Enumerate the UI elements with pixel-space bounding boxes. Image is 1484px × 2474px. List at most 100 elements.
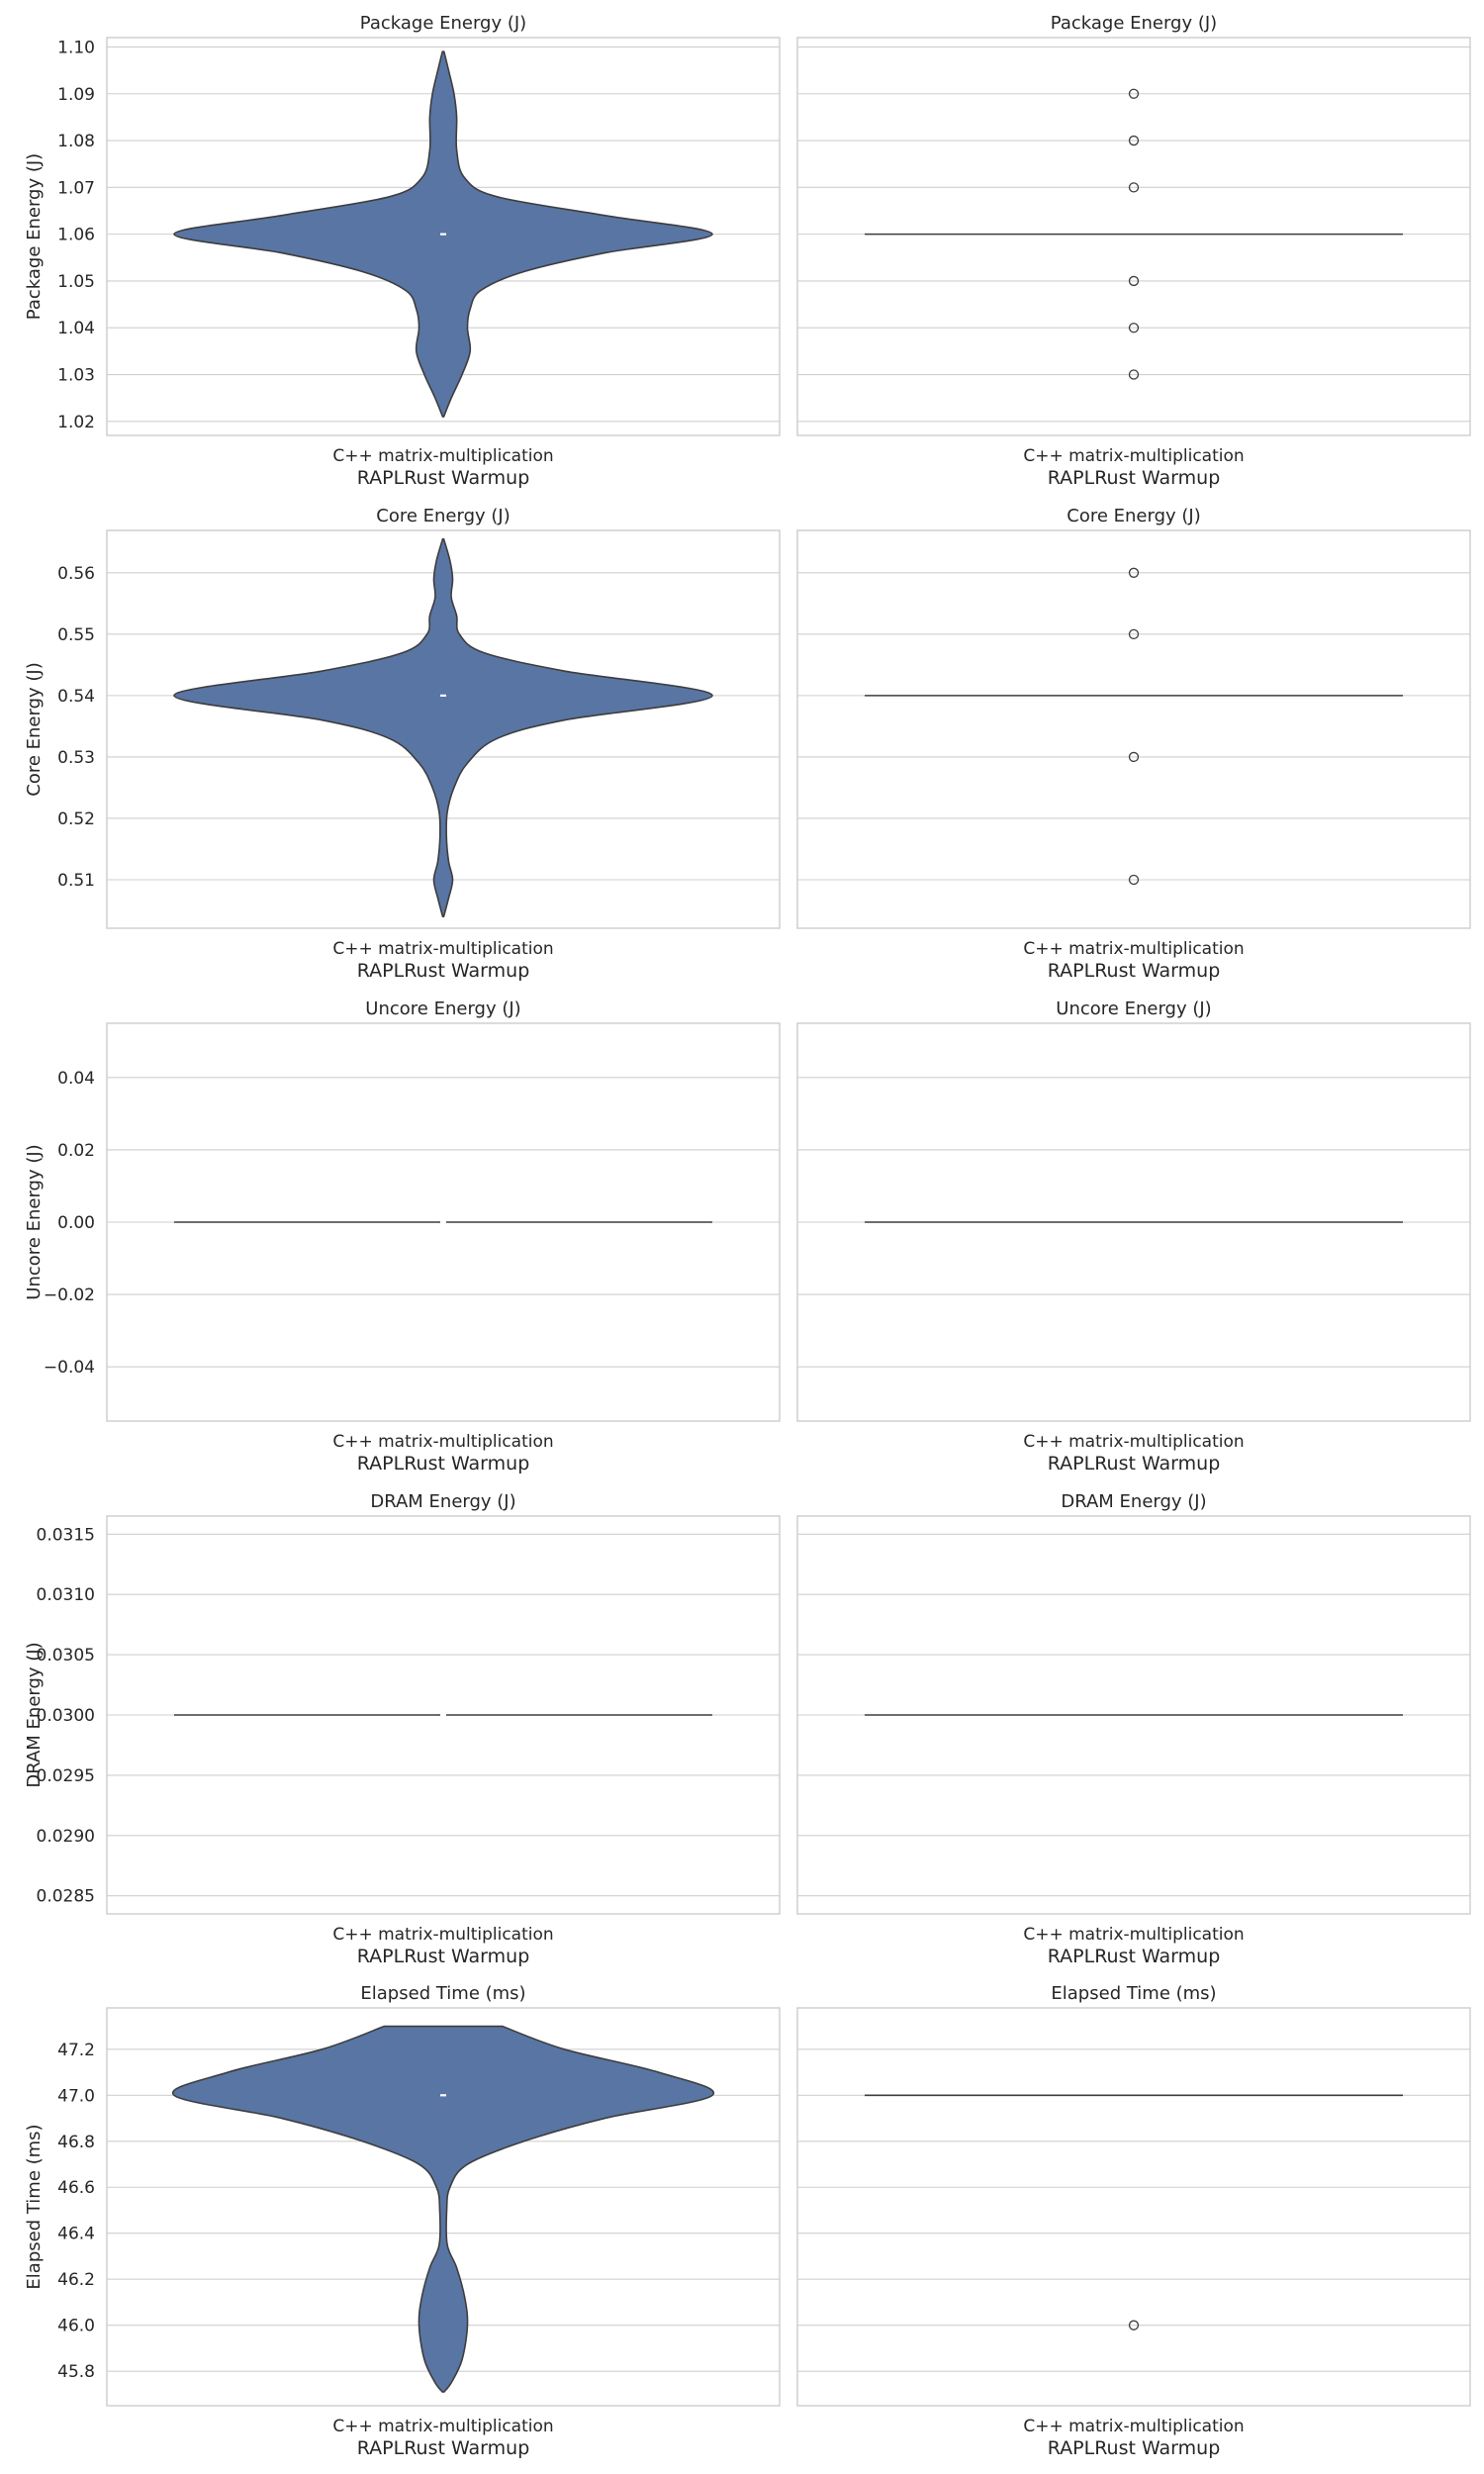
y-tick-label: 47.0 (57, 2086, 95, 2106)
outlier-point (1128, 628, 1140, 639)
y-tick-label: 0.53 (57, 748, 95, 768)
x-axis-label: RAPLRust Warmup (1048, 1946, 1221, 1967)
x-tick-label: C++ matrix-multiplication (1023, 939, 1244, 959)
x-tick-label: C++ matrix-multiplication (332, 939, 553, 959)
x-tick-label: C++ matrix-multiplication (332, 1432, 553, 1452)
y-tick-label: 1.03 (57, 366, 95, 386)
outlier-point (1128, 751, 1140, 763)
chart-panel-8: DRAM Energy (J) C++ matrix-multiplication… (796, 1491, 1471, 1967)
y-tick-label: 46.0 (57, 2317, 95, 2336)
chart-title: Core Energy (J) (376, 506, 510, 526)
chart-panel-10: Elapsed Time (ms) C++ matrix-multiplicati… (796, 1983, 1471, 2459)
y-tick-label: 1.06 (57, 226, 95, 245)
outlier-point (1128, 874, 1140, 886)
violin-body (173, 537, 713, 918)
y-tick-label: 0.00 (57, 1213, 95, 1233)
y-tick-label: 1.07 (57, 178, 95, 198)
y-tick-label: 0.0300 (37, 1706, 95, 1726)
chart-title: Package Energy (J) (1051, 13, 1217, 34)
y-tick-label: 46.4 (57, 2225, 95, 2244)
outlier-point (1128, 369, 1140, 380)
plot-frame (796, 2007, 1471, 2407)
chart-title: DRAM Energy (J) (370, 1491, 515, 1512)
y-tick-label: 1.09 (57, 85, 95, 105)
y-tick-label: −0.02 (44, 1285, 95, 1305)
x-axis-label: RAPLRust Warmup (357, 1453, 530, 1475)
outlier-point (1128, 88, 1140, 99)
chart-title: Uncore Energy (J) (365, 999, 520, 1019)
y-tick-label: −0.04 (44, 1358, 95, 1378)
x-axis-label: RAPLRust Warmup (357, 467, 530, 489)
x-tick-label: C++ matrix-multiplication (1023, 1925, 1244, 1945)
plot-frame (106, 2007, 781, 2407)
chart-panel-9: 45.8 46.0 46.2 46.4 46.6 46.8 47.0 47.2 Elapsed … (24, 1983, 781, 2459)
y-tick-label: 0.0285 (37, 1887, 95, 1907)
outlier-point (1128, 2320, 1140, 2331)
x-axis-label: RAPLRust Warmup (1048, 467, 1221, 489)
y-tick-label: 0.0295 (37, 1766, 95, 1786)
plot-frame (796, 1515, 1471, 1915)
chart-panel-1: 1.02 1.03 1.04 1.05 1.06 1.07 1.08 1.09 1.10 Pack… (24, 13, 781, 489)
chart-title: Uncore Energy (J) (1056, 999, 1211, 1019)
chart-title: Package Energy (J) (360, 13, 526, 34)
chart-panel-3: 0.51 0.52 0.53 0.54 0.55 0.56 Core Energy (J) C… (24, 506, 781, 982)
plot-frame (796, 1022, 1471, 1422)
y-tick-label: 0.52 (57, 809, 95, 829)
y-tick-label: 46.2 (57, 2270, 95, 2290)
x-axis-label: RAPLRust Warmup (1048, 2437, 1221, 2459)
x-axis-label: RAPLRust Warmup (357, 960, 530, 982)
chart-title: Elapsed Time (ms) (1051, 1983, 1216, 2004)
x-tick-label: C++ matrix-multiplication (332, 446, 553, 466)
y-axis-label: Elapsed Time (ms) (24, 2124, 45, 2289)
y-tick-label: 0.51 (57, 871, 95, 891)
x-tick-label: C++ matrix-multiplication (332, 2417, 553, 2436)
y-tick-label: 0.0305 (37, 1646, 95, 1665)
y-tick-label: 0.54 (57, 687, 95, 707)
y-tick-label: 46.6 (57, 2178, 95, 2198)
y-tick-label: 1.04 (57, 319, 95, 338)
chart-title: Elapsed Time (ms) (360, 1983, 525, 2004)
y-tick-label: 0.56 (57, 564, 95, 584)
y-tick-label: 1.10 (57, 38, 95, 57)
chart-title: DRAM Energy (J) (1061, 1491, 1206, 1512)
chart-panel-5: −0.04 −0.02 0.00 0.02 0.04 Uncore Energy (J) C… (24, 999, 781, 1475)
chart-panel-2: Package Energy (J) C++ matrix-multiplicat… (796, 13, 1471, 489)
outlier-point (1128, 567, 1140, 578)
outlier-point (1128, 275, 1140, 287)
x-axis-label: RAPLRust Warmup (357, 1946, 530, 1967)
x-axis-label: RAPLRust Warmup (1048, 960, 1221, 982)
x-axis-label: RAPLRust Warmup (357, 2437, 530, 2459)
plot-frame (106, 37, 781, 436)
y-tick-label: 0.0310 (37, 1585, 95, 1605)
y-tick-label: 47.2 (57, 2041, 95, 2060)
chart-panel-7: 0.0285 0.0290 0.0295 0.0300 0.0305 0.0310 0.03… (24, 1491, 781, 1967)
plot-frame (796, 37, 1471, 436)
x-tick-label: C++ matrix-multiplication (1023, 1432, 1244, 1452)
y-tick-label: 1.08 (57, 132, 95, 151)
y-tick-label: 1.05 (57, 272, 95, 292)
plot-frame (796, 529, 1471, 929)
chart-panel-4: Core Energy (J) C++ matrix-multiplication… (796, 506, 1471, 982)
y-tick-label: 0.55 (57, 625, 95, 645)
chart-title: Core Energy (J) (1067, 506, 1200, 526)
chart-panel-6: Uncore Energy (J) C++ matrix-multiplicati… (796, 999, 1471, 1475)
plot-frame (106, 1515, 781, 1915)
y-axis-label: Uncore Energy (J) (24, 1144, 45, 1299)
plot-frame (106, 1022, 781, 1422)
y-tick-label: 1.02 (57, 413, 95, 432)
x-axis-label: RAPLRust Warmup (1048, 1453, 1221, 1475)
y-tick-label: 45.8 (57, 2362, 95, 2382)
x-tick-label: C++ matrix-multiplication (1023, 2417, 1244, 2436)
y-tick-label: 0.0290 (37, 1827, 95, 1847)
y-axis-label: Core Energy (J) (24, 662, 45, 796)
plot-frame (106, 529, 781, 929)
y-tick-label: 0.0315 (37, 1525, 95, 1545)
x-tick-label: C++ matrix-multiplication (332, 1925, 553, 1945)
violin-body (171, 2025, 715, 2393)
y-axis-label: Package Energy (J) (24, 153, 45, 320)
x-tick-label: C++ matrix-multiplication (1023, 446, 1244, 466)
y-tick-label: 0.02 (57, 1141, 95, 1161)
outlier-point (1128, 135, 1140, 146)
outlier-point (1128, 323, 1140, 333)
